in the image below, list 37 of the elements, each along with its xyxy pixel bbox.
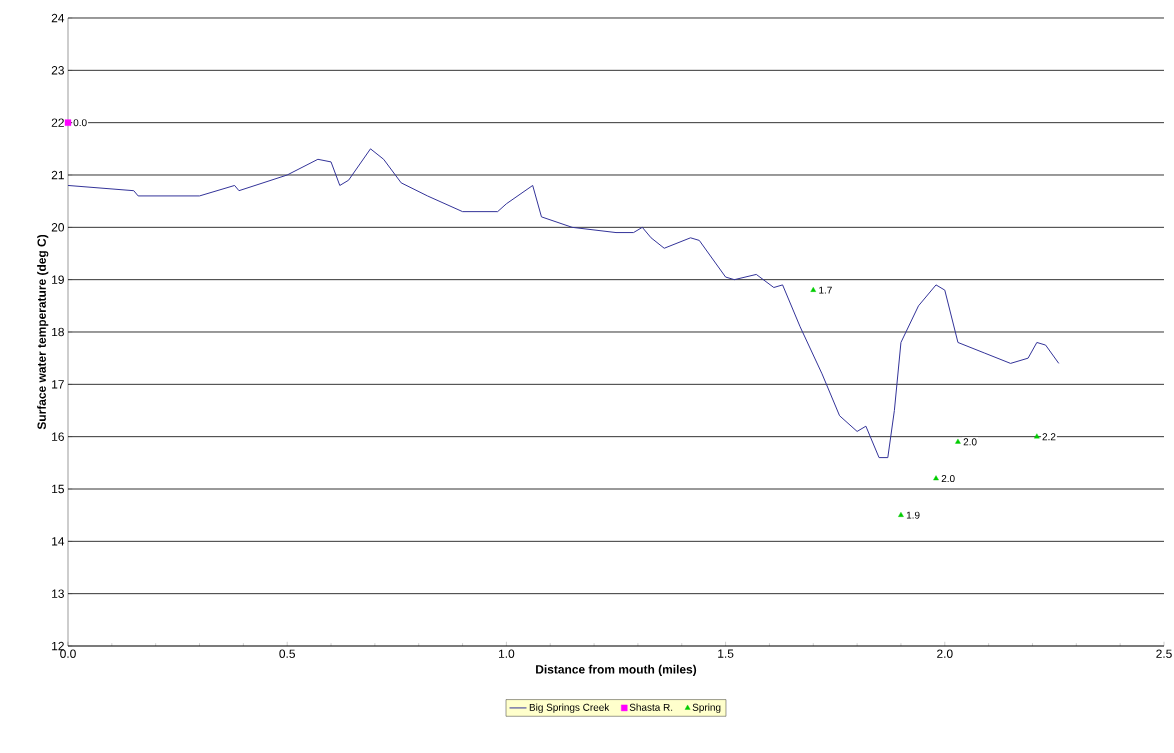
- legend-label: Spring: [692, 703, 721, 713]
- point: [933, 475, 939, 481]
- x-tick-label: 2.0: [937, 649, 953, 658]
- point: [810, 286, 817, 292]
- annotation: 2.0: [941, 475, 955, 483]
- y-tick-label: 22: [51, 118, 64, 127]
- point: [898, 511, 904, 517]
- line-series: [67, 148, 1060, 459]
- x-tick-label: 1.5: [718, 649, 734, 658]
- y-tick-label: 14: [52, 537, 65, 546]
- legend-label: Shasta R.: [629, 703, 673, 711]
- y-tick-label: 15: [52, 484, 64, 494]
- point: [1034, 433, 1040, 439]
- y-tick-label: 23: [51, 66, 64, 75]
- y-tick-label: 16: [52, 432, 64, 441]
- x-tick-label: 2.5: [1156, 649, 1172, 658]
- x-tick-label: 0.5: [279, 649, 295, 658]
- x-tick-label: 1.0: [498, 649, 515, 658]
- y-axis-title: Surface water temperature (deg C): [37, 234, 49, 430]
- annotation: 2.2: [1042, 433, 1056, 441]
- annotation: 0.0: [73, 119, 87, 127]
- point: [955, 438, 961, 444]
- y-tick-label: 12: [52, 641, 64, 651]
- annotation: 1.9: [906, 511, 920, 519]
- point: [64, 119, 72, 126]
- y-tick-label: 24: [51, 13, 65, 23]
- legend-label: Big Springs Creek: [529, 703, 610, 713]
- y-tick-label: 21: [51, 170, 64, 180]
- annotation: 1.7: [819, 286, 832, 294]
- x-tick-label: 0.0: [60, 649, 76, 658]
- y-tick-label: 17: [52, 380, 64, 389]
- y-tick-label: 18: [52, 327, 64, 337]
- y-tick-label: 20: [51, 223, 65, 232]
- y-tick-label: 13: [52, 589, 64, 598]
- x-axis-title: Distance from mouth (miles): [536, 664, 697, 676]
- annotation: 2.0: [963, 438, 977, 446]
- y-tick-label: 19: [52, 275, 64, 284]
